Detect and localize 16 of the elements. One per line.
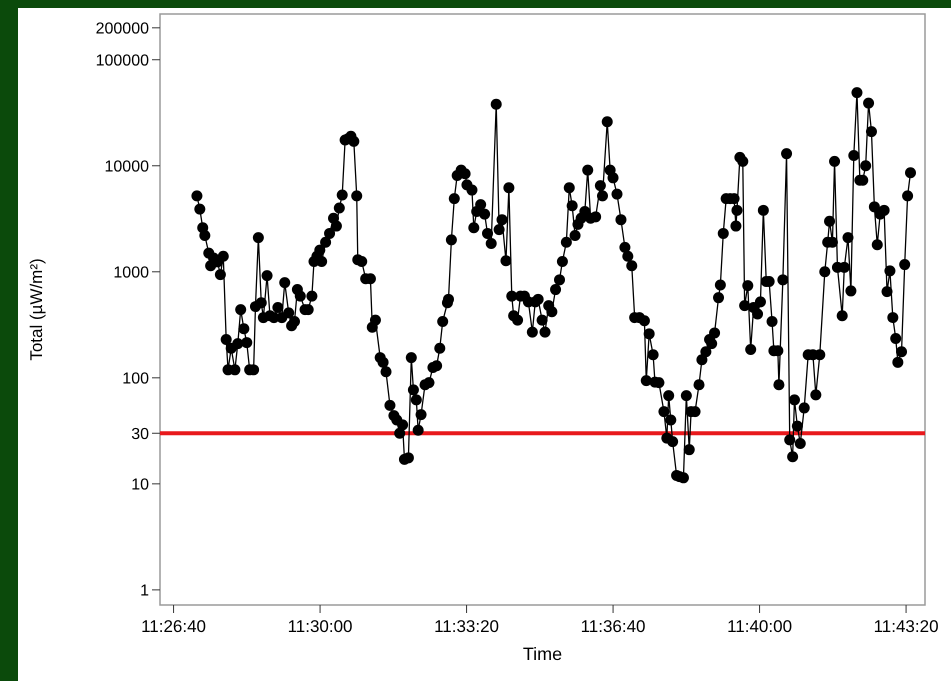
y-tick-label: 30 bbox=[131, 426, 150, 443]
x-tick-label: 11:40:00 bbox=[727, 617, 792, 636]
x-axis-title: Time bbox=[522, 644, 562, 664]
x-tick-label: 11:30:00 bbox=[288, 617, 353, 636]
y-axis-title: Total (µW/m²) bbox=[27, 258, 46, 361]
y-tick-label: 1000 bbox=[113, 264, 150, 282]
y-tick-label: 1 bbox=[140, 582, 150, 600]
x-tick-label: 11:36:40 bbox=[580, 617, 646, 636]
x-tick-label: 11:43:20 bbox=[874, 617, 939, 636]
y-tick-label: 200000 bbox=[96, 20, 150, 38]
y-tick-label: 10 bbox=[131, 476, 150, 494]
y-tick-label: 10000 bbox=[104, 158, 150, 176]
y-tick-label: 100 bbox=[122, 370, 150, 388]
x-tick-label: 11:33:20 bbox=[434, 617, 500, 636]
x-tick-label: 11:26:40 bbox=[141, 617, 206, 636]
y-tick-label: 100000 bbox=[96, 52, 150, 70]
